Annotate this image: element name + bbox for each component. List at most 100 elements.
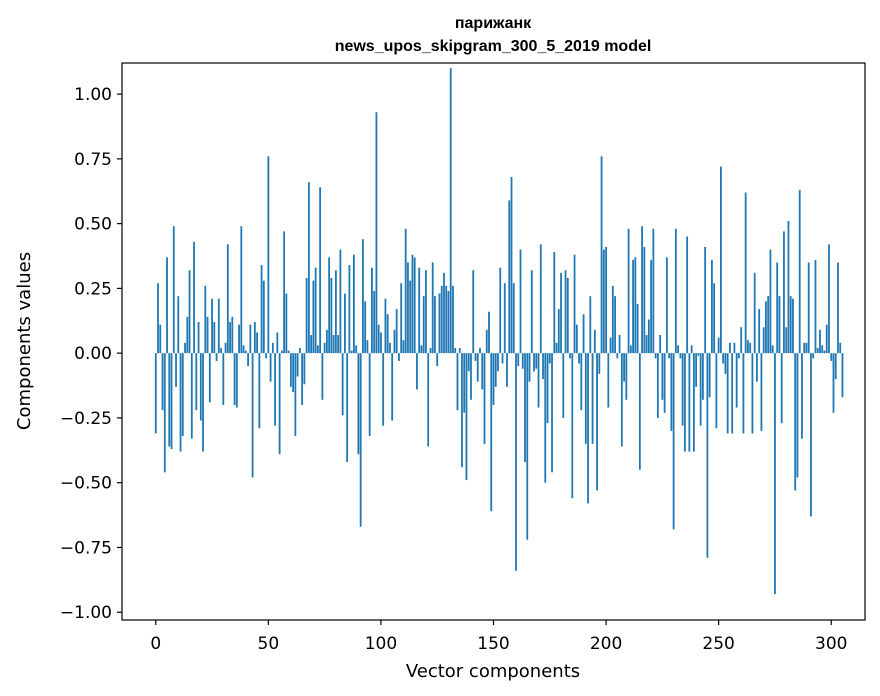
bar	[650, 259, 653, 354]
bar	[276, 332, 279, 354]
bar	[605, 246, 607, 354]
bar	[683, 353, 686, 452]
bar	[783, 231, 785, 354]
bar	[434, 296, 436, 354]
bar	[692, 353, 695, 452]
bar	[632, 259, 634, 354]
bar	[645, 335, 648, 354]
bar	[494, 353, 497, 387]
bar	[251, 353, 254, 478]
x-tick-label: 0	[150, 634, 161, 654]
bar	[402, 340, 405, 354]
bar	[566, 278, 569, 354]
bar	[427, 353, 430, 447]
bar	[789, 296, 792, 354]
bar	[449, 68, 452, 354]
bar	[620, 353, 623, 447]
bar	[625, 353, 628, 400]
bar	[580, 353, 583, 411]
bar	[244, 350, 247, 354]
bar	[542, 353, 544, 380]
bar	[715, 353, 718, 429]
bar	[256, 332, 258, 354]
bar	[533, 353, 535, 372]
bar	[828, 244, 830, 354]
bar	[670, 353, 673, 431]
bar	[341, 353, 344, 416]
bar	[319, 187, 322, 354]
bar	[287, 350, 290, 354]
bar	[584, 353, 587, 444]
bar	[474, 353, 477, 361]
bar	[564, 270, 567, 354]
bar	[801, 353, 803, 439]
bar	[834, 353, 837, 380]
bar	[184, 342, 186, 354]
bar	[593, 329, 596, 354]
bar	[296, 353, 299, 377]
bar	[652, 228, 655, 354]
bar	[168, 353, 171, 447]
y-tick-label: 0.75	[74, 150, 112, 170]
bar	[744, 192, 747, 354]
bar	[569, 353, 571, 359]
bar	[674, 228, 677, 354]
bar	[337, 335, 340, 354]
bar	[515, 353, 517, 571]
bar	[787, 221, 790, 354]
bar	[704, 246, 707, 354]
bar	[672, 353, 675, 530]
bar	[186, 316, 189, 354]
bar	[823, 350, 826, 354]
bar	[226, 244, 229, 354]
bar	[391, 353, 394, 421]
bar	[596, 353, 598, 491]
bar	[418, 267, 421, 354]
bar	[355, 345, 358, 354]
bar	[197, 322, 200, 354]
bar	[316, 345, 319, 354]
bar	[539, 244, 542, 354]
bar	[274, 353, 276, 426]
bar	[447, 290, 450, 354]
y-axis-label: Components values	[14, 252, 35, 430]
bar	[445, 285, 448, 354]
bar	[409, 280, 412, 354]
bar	[785, 327, 788, 354]
bar	[193, 241, 195, 354]
bar	[771, 345, 774, 354]
bar	[663, 353, 666, 413]
bar	[294, 353, 297, 437]
y-tick-label: 1.00	[74, 85, 112, 105]
bar	[497, 353, 499, 372]
bar	[400, 283, 403, 354]
bar	[636, 303, 639, 354]
bar	[323, 342, 326, 354]
bar	[830, 353, 833, 361]
bar	[454, 347, 457, 354]
bar	[582, 314, 585, 354]
bar	[841, 353, 844, 398]
bar	[749, 342, 752, 354]
bar	[262, 280, 265, 354]
bar	[762, 327, 765, 354]
bar	[634, 257, 637, 354]
bar	[607, 353, 610, 408]
bar	[508, 200, 511, 354]
x-axis-label: Vector components	[406, 661, 580, 682]
bar	[467, 353, 470, 372]
bar	[463, 353, 466, 413]
bar	[375, 112, 378, 354]
bar	[654, 353, 657, 359]
bar	[384, 298, 387, 354]
bar	[720, 166, 722, 354]
bar	[190, 353, 193, 439]
bar	[722, 353, 725, 364]
bar	[805, 342, 808, 354]
bar	[701, 353, 704, 400]
bar	[796, 353, 799, 478]
bar	[753, 272, 756, 354]
bar	[368, 353, 371, 437]
bar	[346, 353, 349, 462]
y-tick-label: −0.25	[60, 409, 112, 429]
